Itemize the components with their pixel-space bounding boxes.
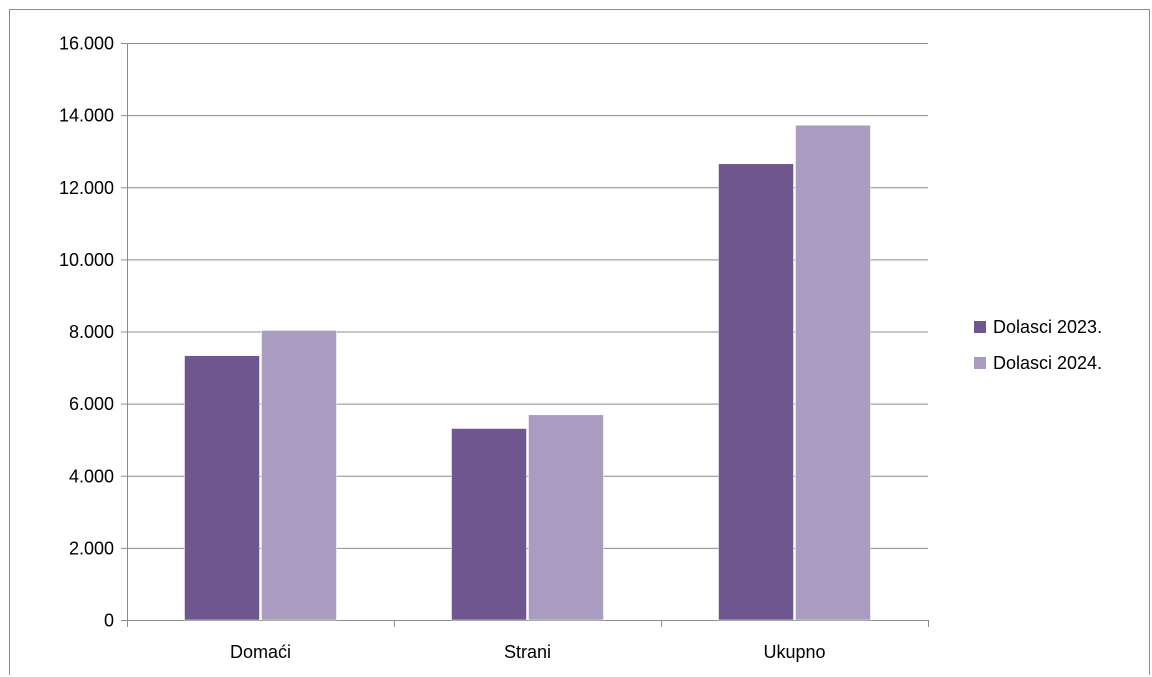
bar (795, 124, 871, 621)
gridlines (127, 43, 928, 549)
y-tick-label: 10.000 (59, 250, 114, 270)
y-tick-label: 6.000 (69, 394, 114, 414)
y-tick-label: 14.000 (59, 106, 114, 126)
x-tick-label: Strani (504, 642, 551, 662)
x-tick-label: Ukupno (763, 642, 825, 662)
y-tick-label: 2.000 (69, 538, 114, 558)
x-tick-label: Domaći (230, 642, 291, 662)
y-tick-label: 8.000 (69, 322, 114, 342)
bar (718, 163, 794, 621)
y-tick-label: 4.000 (69, 466, 114, 486)
x-axis: Domaći Strani Ukupno (127, 620, 929, 662)
legend-label: Dolasci 2023. (993, 317, 1102, 337)
bars (184, 124, 871, 621)
legend-label: Dolasci 2024. (993, 353, 1102, 373)
y-tick-label: 12.000 (59, 178, 114, 198)
legend: Dolasci 2023. Dolasci 2024. (974, 317, 1102, 373)
y-axis: 0 2.000 4.000 6.000 8.000 10.000 12.000 14.000 1… (59, 34, 128, 631)
legend-swatch (974, 321, 986, 333)
y-tick-label: 0 (104, 611, 114, 631)
bar (451, 428, 527, 621)
bar (528, 414, 604, 621)
y-tick-label: 16.000 (59, 34, 114, 54)
legend-swatch (974, 357, 986, 369)
bar (184, 355, 260, 621)
bar (261, 330, 337, 621)
